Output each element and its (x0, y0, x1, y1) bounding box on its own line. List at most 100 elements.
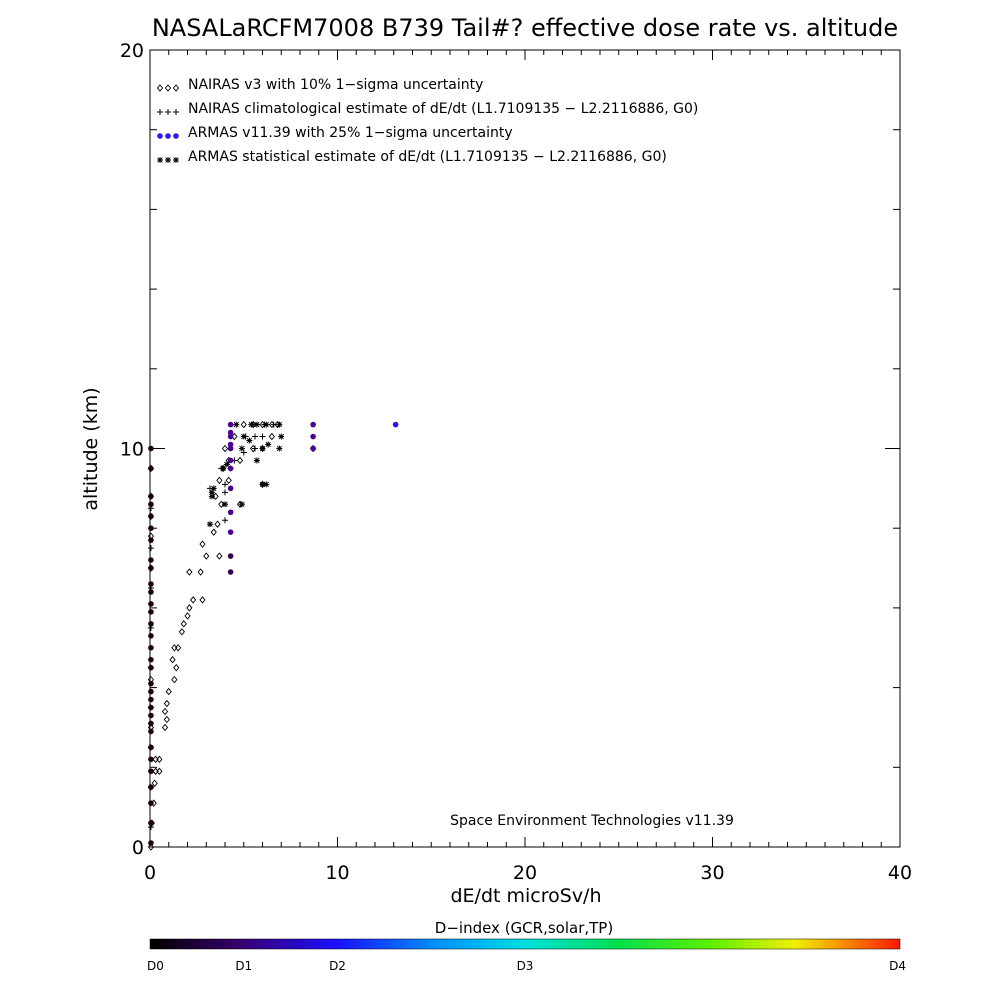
nairas-v3-point (171, 675, 178, 684)
armas-point (148, 712, 154, 719)
armas-statistical-point (248, 421, 255, 428)
y-tick-label: 20 (120, 40, 144, 62)
armas-statistical-point (253, 421, 260, 428)
armas-point (227, 445, 234, 452)
nairas-v3-point (210, 528, 217, 536)
x-tick-label: 10 (325, 862, 349, 884)
x-tick-label: 20 (513, 862, 537, 884)
nairas-v3-point (169, 656, 176, 664)
legend-marker-armas-statistical (173, 157, 179, 163)
legend-marker-nairas-v3 (172, 84, 180, 92)
nairas-v3-point (212, 492, 219, 501)
series-armas-statistical (207, 421, 285, 528)
nairas-v3-point (165, 687, 172, 696)
colorbar-label-d1: D1 (235, 959, 252, 973)
armas-statistical-point (278, 433, 285, 440)
armas-statistical-point (208, 489, 215, 496)
armas-statistical-point (276, 421, 283, 428)
y-tick-label: 10 (120, 439, 144, 461)
armas-point (148, 756, 154, 763)
nairas-v3-point (163, 715, 170, 724)
armas-point (227, 569, 234, 575)
axis-tick-labels: 0 10 20 30 40 0 10 20 (120, 40, 912, 884)
nairas-v3-point (240, 420, 247, 429)
nairas-v3-point (186, 604, 193, 612)
nairas-climatology-point (147, 545, 154, 552)
armas-point (148, 784, 154, 791)
nairas-v3-point (221, 444, 229, 453)
x-tick-label: 40 (888, 862, 912, 884)
armas-point (227, 509, 234, 516)
armas-point (148, 632, 154, 639)
armas-statistical-point (238, 501, 245, 508)
armas-statistical-point (210, 485, 217, 492)
armas-point (148, 501, 154, 508)
armas-statistical-point (233, 421, 240, 428)
nairas-v3-point (156, 755, 163, 764)
nairas-climatology-point (252, 445, 258, 452)
nairas-v3-point (225, 476, 232, 485)
colorbar (149, 938, 901, 950)
armas-point (148, 840, 154, 846)
armas-point (148, 493, 154, 500)
y-axis-label: altitude (km) (80, 387, 102, 510)
legend: NAIRAS v3 with 10% 1−sigma uncertainty N… (156, 77, 698, 165)
nairas-v3-point (203, 552, 210, 560)
nairas-climatology-point (270, 421, 277, 428)
nairas-v3-point (184, 612, 191, 620)
nairas-climatology-point (222, 517, 228, 524)
armas-point (148, 513, 154, 520)
legend-entry-armas-statistical: ARMAS statistical estimate of dE/dt (L1.… (188, 149, 667, 165)
nairas-v3-point (199, 596, 206, 604)
armas-statistical-point (240, 433, 247, 440)
colorbar-label-d0: D0 (147, 959, 164, 973)
armas-statistical-point (246, 437, 253, 444)
armas-point (148, 609, 154, 615)
series-armas (148, 421, 399, 846)
nairas-v3-point (175, 644, 182, 652)
axis-ticks (149, 49, 901, 848)
armas-point (227, 485, 234, 492)
nairas-v3-point (163, 699, 170, 708)
armas-point (227, 465, 234, 472)
armas-statistical-point (259, 445, 266, 452)
armas-point (148, 696, 154, 703)
armas-statistical-point (238, 445, 245, 452)
nairas-v3-point (156, 767, 163, 775)
armas-point (148, 688, 154, 695)
nairas-v3-point (180, 620, 187, 628)
armas-point (310, 445, 316, 452)
nairas-v3-point (151, 779, 158, 787)
legend-entry-armas-v11: ARMAS v11.39 with 25% 1−sigma uncertaint… (188, 125, 513, 141)
armas-statistical-point (222, 501, 228, 508)
armas-point (227, 421, 234, 428)
legend-marker-nairas-climatological (157, 109, 163, 115)
nairas-v3-point (161, 707, 169, 716)
nairas-v3-point (147, 843, 155, 851)
armas-point (392, 421, 399, 428)
nairas-v3-point (197, 568, 204, 576)
nairas-v3-point (161, 723, 169, 732)
armas-statistical-point (208, 493, 215, 500)
armas-point (148, 589, 154, 595)
armas-point (148, 720, 154, 727)
armas-statistical-point (263, 421, 270, 428)
armas-statistical-point (263, 481, 270, 488)
armas-point (310, 433, 316, 440)
armas-statistical-point (276, 445, 283, 452)
colorbar-label-d4: D4 (889, 959, 906, 973)
armas-point (227, 457, 234, 464)
x-tick-label: 30 (700, 862, 724, 884)
armas-point (148, 664, 154, 671)
armas-point (148, 644, 154, 651)
legend-entry-nairas-climatological: NAIRAS climatological estimate of dE/dt … (188, 101, 698, 117)
nairas-climatology-point (252, 433, 258, 440)
y-tick-label: 0 (132, 837, 144, 859)
nairas-v3-point (199, 540, 206, 548)
armas-point (148, 581, 154, 587)
nairas-v3-point (236, 456, 244, 465)
legend-marker-armas-statistical (165, 157, 171, 163)
armas-point (148, 621, 154, 627)
legend-marker-armas-v11 (173, 133, 179, 139)
legend-markers (156, 84, 180, 163)
